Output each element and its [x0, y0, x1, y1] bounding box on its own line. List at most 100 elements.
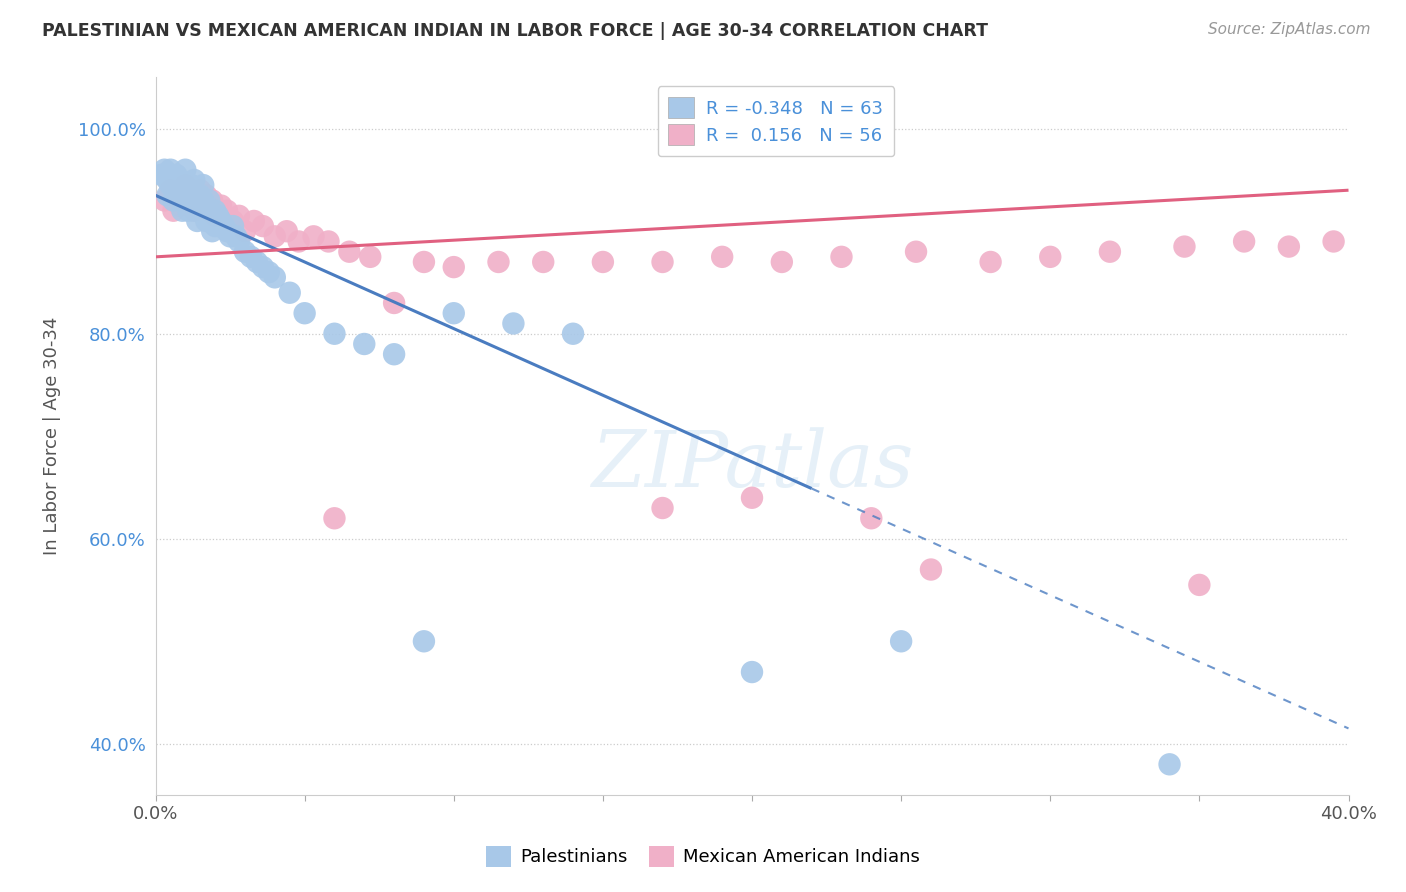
Point [217, 203, 239, 218]
Point [172, 183, 194, 197]
Point [228, 235, 250, 249]
Point [243, 214, 266, 228]
Point [980, 255, 1002, 269]
Point [162, 173, 184, 187]
Point [174, 194, 197, 208]
Point [169, 173, 191, 187]
Point [741, 665, 763, 679]
Point [188, 188, 211, 202]
Point [204, 203, 226, 218]
Point [287, 235, 309, 249]
Point [278, 285, 301, 300]
Point [651, 501, 673, 516]
Point [225, 229, 247, 244]
Point [180, 178, 202, 192]
Point [1039, 250, 1062, 264]
Point [165, 188, 187, 202]
Point [860, 511, 883, 525]
Point [169, 198, 191, 212]
Point [183, 203, 205, 218]
Point [531, 255, 554, 269]
Point [159, 178, 181, 192]
Point [830, 250, 852, 264]
Point [233, 244, 256, 259]
Legend: R = -0.348   N = 63, R =  0.156   N = 56: R = -0.348 N = 63, R = 0.156 N = 56 [658, 87, 894, 156]
Point [156, 188, 179, 202]
Point [323, 326, 346, 341]
Point [318, 235, 340, 249]
Point [443, 306, 465, 320]
Point [156, 173, 179, 187]
Point [174, 194, 197, 208]
Point [193, 194, 215, 208]
Point [1233, 235, 1256, 249]
Legend: Palestinians, Mexican American Indians: Palestinians, Mexican American Indians [478, 838, 928, 874]
Point [177, 188, 200, 202]
Point [263, 270, 285, 285]
Point [186, 194, 208, 208]
Point [217, 224, 239, 238]
Text: PALESTINIAN VS MEXICAN AMERICAN INDIAN IN LABOR FORCE | AGE 30-34 CORRELATION CH: PALESTINIAN VS MEXICAN AMERICAN INDIAN I… [42, 22, 988, 40]
Point [294, 306, 316, 320]
Point [890, 634, 912, 648]
Point [193, 178, 215, 192]
Point [252, 260, 274, 274]
Point [162, 203, 184, 218]
Point [209, 198, 232, 212]
Point [359, 250, 381, 264]
Point [183, 203, 205, 218]
Point [1188, 578, 1211, 592]
Point [741, 491, 763, 505]
Point [323, 511, 346, 525]
Point [159, 183, 181, 197]
Point [233, 224, 256, 238]
Point [195, 214, 218, 228]
Point [188, 183, 211, 197]
Point [188, 203, 211, 218]
Point [198, 194, 221, 208]
Point [183, 173, 205, 187]
Point [207, 209, 229, 223]
Point [382, 347, 405, 361]
Point [1159, 757, 1181, 772]
Point [174, 178, 197, 192]
Point [413, 255, 436, 269]
Point [172, 183, 194, 197]
Point [443, 260, 465, 274]
Point [201, 224, 224, 238]
Point [257, 265, 280, 279]
Point [174, 178, 197, 192]
Point [201, 194, 224, 208]
Point [502, 317, 524, 331]
Point [195, 198, 218, 212]
Point [353, 337, 375, 351]
Point [920, 562, 942, 576]
Point [153, 162, 176, 177]
Point [711, 250, 734, 264]
Point [337, 244, 360, 259]
Point [302, 229, 325, 244]
Point [183, 188, 205, 202]
Point [222, 219, 245, 233]
Point [198, 203, 221, 218]
Point [204, 209, 226, 223]
Point [592, 255, 614, 269]
Point [382, 296, 405, 310]
Point [177, 198, 200, 212]
Point [222, 214, 245, 228]
Point [193, 198, 215, 212]
Point [219, 229, 242, 244]
Point [186, 198, 208, 212]
Point [276, 224, 298, 238]
Point [186, 214, 208, 228]
Point [180, 188, 202, 202]
Point [1098, 244, 1121, 259]
Point [1278, 239, 1301, 253]
Point [204, 219, 226, 233]
Point [252, 219, 274, 233]
Point [770, 255, 793, 269]
Point [212, 219, 235, 233]
Point [174, 162, 197, 177]
Point [165, 168, 187, 182]
Y-axis label: In Labor Force | Age 30-34: In Labor Force | Age 30-34 [44, 317, 60, 556]
